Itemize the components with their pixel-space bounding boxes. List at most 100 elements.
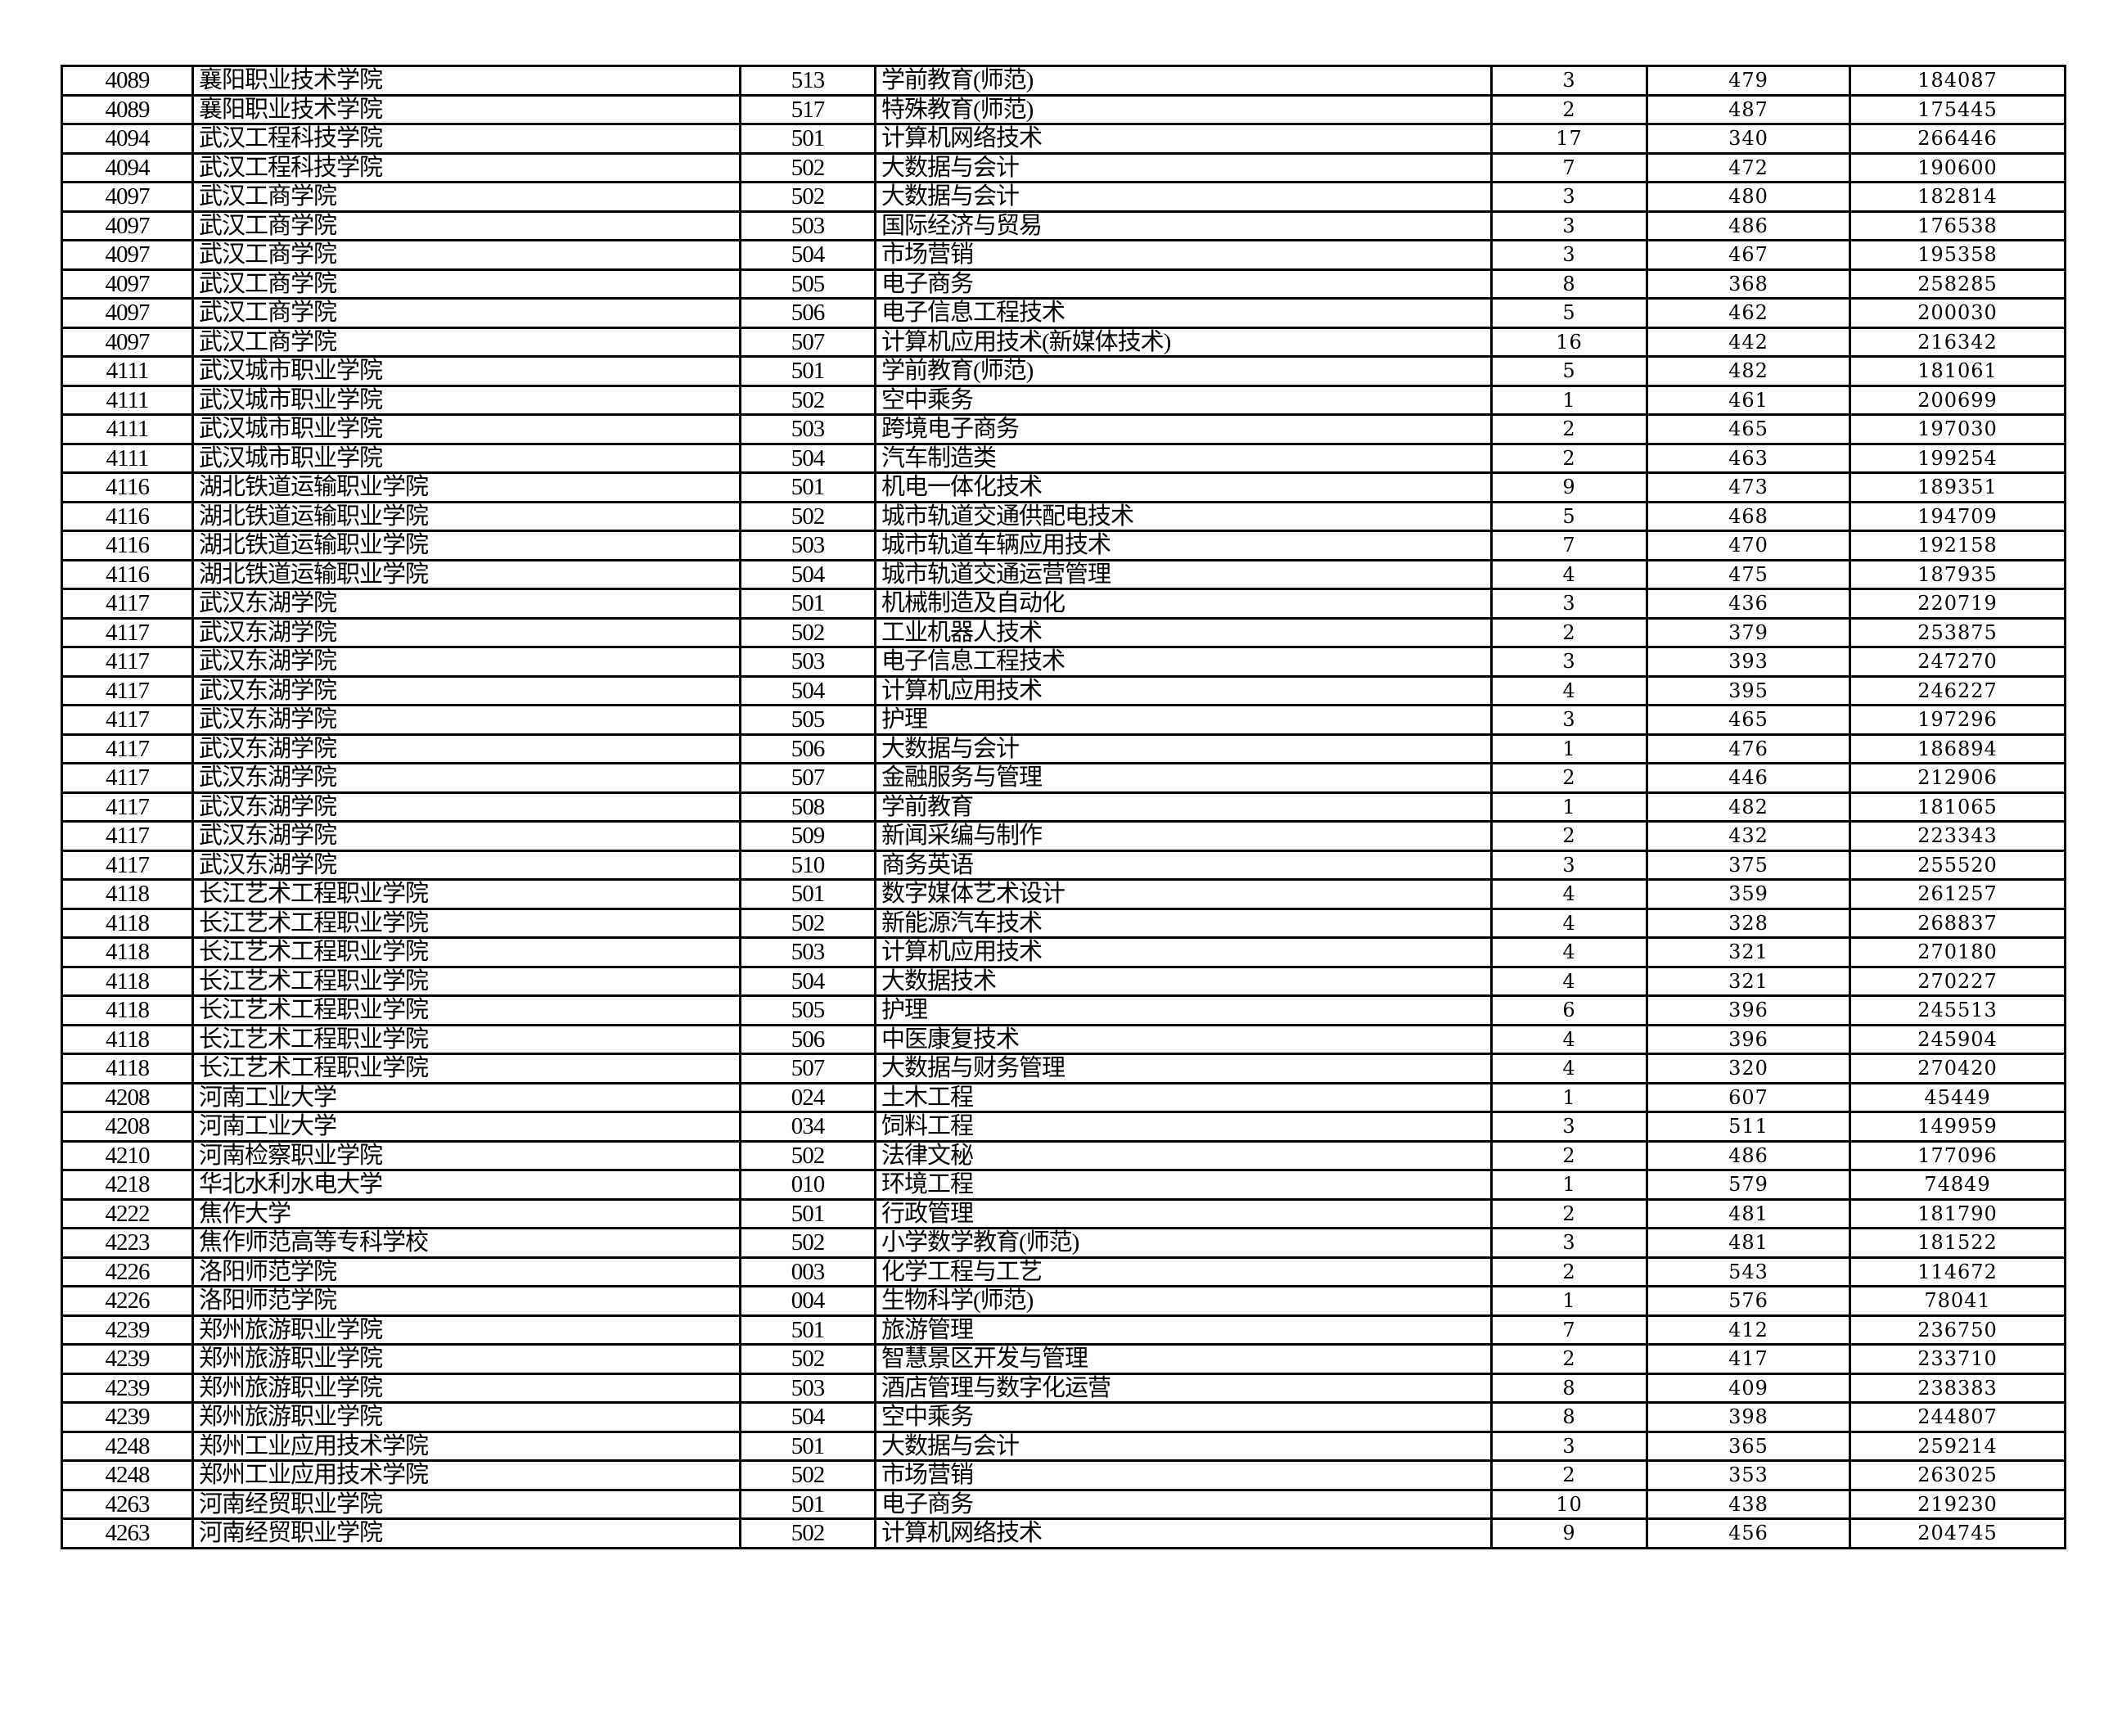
- school-name-cell: 长江艺术工程职业学院: [191, 1023, 741, 1055]
- major-code-cell: 517: [739, 93, 876, 125]
- major-code-cell: 502: [739, 500, 876, 532]
- min-score-cell: 396: [1646, 994, 1851, 1026]
- major-code-cell: 501: [739, 1197, 876, 1229]
- school-name-cell: 武汉东湖学院: [191, 762, 741, 794]
- min-rank-cell: 190600: [1849, 151, 2066, 183]
- major-name-cell: 生物科学(师范): [874, 1285, 1493, 1317]
- min-rank-cell: 45449: [1849, 1081, 2066, 1113]
- min-score-cell: 393: [1646, 646, 1851, 678]
- major-name-cell: 电子商务: [874, 268, 1493, 300]
- plan-count-cell: 16: [1490, 326, 1648, 358]
- min-rank-cell: 199254: [1849, 442, 2066, 474]
- major-code-cell: 502: [739, 907, 876, 939]
- plan-count-cell: 2: [1490, 442, 1648, 474]
- plan-count-cell: 3: [1490, 1227, 1648, 1259]
- min-score-cell: 417: [1646, 1343, 1851, 1375]
- school-name-cell: 武汉东湖学院: [191, 646, 741, 678]
- school-code-cell: 4239: [61, 1372, 194, 1404]
- min-score-cell: 321: [1646, 965, 1851, 997]
- major-name-cell: 数字媒体艺术设计: [874, 878, 1493, 910]
- min-rank-cell: 189351: [1849, 471, 2066, 503]
- table-row: 4116 湖北铁道运输职业学院 501 机电一体化技术 9 473 189351: [61, 471, 2066, 503]
- min-score-cell: 368: [1646, 268, 1851, 300]
- school-code-cell: 4111: [61, 384, 194, 416]
- plan-count-cell: 5: [1490, 297, 1648, 329]
- school-name-cell: 焦作师范高等专科学校: [191, 1227, 741, 1259]
- table-row: 4097 武汉工商学院 507 计算机应用技术(新媒体技术) 16 442 216342: [61, 326, 2066, 358]
- min-rank-cell: 244807: [1849, 1401, 2066, 1433]
- min-score-cell: 395: [1646, 674, 1851, 706]
- major-name-cell: 小学数学教育(师范): [874, 1227, 1493, 1259]
- plan-count-cell: 4: [1490, 965, 1648, 997]
- min-rank-cell: 259214: [1849, 1430, 2066, 1462]
- school-code-cell: 4116: [61, 530, 194, 561]
- min-score-cell: 576: [1646, 1285, 1851, 1317]
- table-row: 4116 湖北铁道运输职业学院 503 城市轨道车辆应用技术 7 470 192158: [61, 530, 2066, 561]
- major-name-cell: 大数据与会计: [874, 181, 1493, 213]
- min-score-cell: 480: [1646, 181, 1851, 213]
- major-code-cell: 024: [739, 1081, 876, 1113]
- school-code-cell: 4111: [61, 442, 194, 474]
- plan-count-cell: 3: [1490, 849, 1648, 881]
- min-rank-cell: 197296: [1849, 704, 2066, 736]
- major-code-cell: 505: [739, 704, 876, 736]
- plan-count-cell: 2: [1490, 413, 1648, 445]
- plan-count-cell: 5: [1490, 500, 1648, 532]
- school-code-cell: 4117: [61, 791, 194, 823]
- min-score-cell: 470: [1646, 530, 1851, 561]
- min-rank-cell: 195358: [1849, 239, 2066, 271]
- min-rank-cell: 236750: [1849, 1314, 2066, 1346]
- major-code-cell: 501: [739, 471, 876, 503]
- min-rank-cell: 255520: [1849, 849, 2066, 881]
- major-name-cell: 大数据技术: [874, 965, 1493, 997]
- school-name-cell: 焦作大学: [191, 1197, 741, 1229]
- min-score-cell: 482: [1646, 355, 1851, 387]
- min-rank-cell: 247270: [1849, 646, 2066, 678]
- min-score-cell: 396: [1646, 1023, 1851, 1055]
- school-name-cell: 河南工业大学: [191, 1081, 741, 1113]
- major-name-cell: 法律文秘: [874, 1139, 1493, 1171]
- school-code-cell: 4239: [61, 1343, 194, 1375]
- major-name-cell: 大数据与财务管理: [874, 1053, 1493, 1084]
- plan-count-cell: 2: [1490, 762, 1648, 794]
- major-code-cell: 507: [739, 326, 876, 358]
- plan-count-cell: 1: [1490, 1081, 1648, 1113]
- major-code-cell: 505: [739, 268, 876, 300]
- plan-count-cell: 2: [1490, 616, 1648, 648]
- table-row: 4117 武汉东湖学院 509 新闻采编与制作 2 432 223343: [61, 820, 2066, 852]
- major-name-cell: 学前教育(师范): [874, 355, 1493, 387]
- major-code-cell: 502: [739, 1459, 876, 1491]
- major-name-cell: 空中乘务: [874, 1401, 1493, 1433]
- school-code-cell: 4226: [61, 1285, 194, 1317]
- school-name-cell: 武汉工商学院: [191, 239, 741, 271]
- min-rank-cell: 233710: [1849, 1343, 2066, 1375]
- school-name-cell: 长江艺术工程职业学院: [191, 907, 741, 939]
- plan-count-cell: 2: [1490, 1343, 1648, 1375]
- major-name-cell: 大数据与会计: [874, 151, 1493, 183]
- min-score-cell: 328: [1646, 907, 1851, 939]
- school-name-cell: 湖北铁道运输职业学院: [191, 471, 741, 503]
- major-code-cell: 503: [739, 413, 876, 445]
- min-rank-cell: 270420: [1849, 1053, 2066, 1084]
- table-row: 4118 长江艺术工程职业学院 507 大数据与财务管理 4 320 270420: [61, 1053, 2066, 1084]
- table-row: 4117 武汉东湖学院 503 电子信息工程技术 3 393 247270: [61, 646, 2066, 678]
- min-rank-cell: 270227: [1849, 965, 2066, 997]
- major-code-cell: 504: [739, 442, 876, 474]
- plan-count-cell: 3: [1490, 646, 1648, 678]
- min-score-cell: 353: [1646, 1459, 1851, 1491]
- min-score-cell: 320: [1646, 1053, 1851, 1084]
- school-code-cell: 4097: [61, 181, 194, 213]
- school-name-cell: 襄阳职业技术学院: [191, 65, 741, 97]
- major-name-cell: 学前教育(师范): [874, 65, 1493, 97]
- min-score-cell: 607: [1646, 1081, 1851, 1113]
- major-name-cell: 机械制造及自动化: [874, 588, 1493, 620]
- major-code-cell: 501: [739, 1488, 876, 1520]
- major-code-cell: 507: [739, 762, 876, 794]
- school-name-cell: 河南经贸职业学院: [191, 1517, 741, 1549]
- table-row: 4094 武汉工程科技学院 502 大数据与会计 7 472 190600: [61, 151, 2066, 183]
- major-name-cell: 电子商务: [874, 1488, 1493, 1520]
- plan-count-cell: 2: [1490, 1197, 1648, 1229]
- table-row: 4118 长江艺术工程职业学院 502 新能源汽车技术 4 328 268837: [61, 907, 2066, 939]
- major-name-cell: 商务英语: [874, 849, 1493, 881]
- min-rank-cell: 268837: [1849, 907, 2066, 939]
